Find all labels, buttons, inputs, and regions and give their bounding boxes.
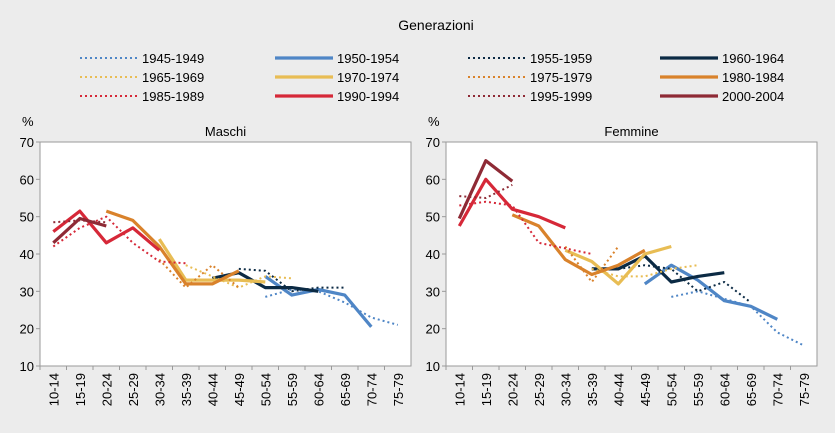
x-tick-label: 50-54 (664, 373, 679, 406)
series-line-1985-1989 (459, 200, 593, 255)
series-line-1990-1994 (52, 209, 161, 252)
x-tick-label: 65-69 (744, 373, 759, 406)
y-tick-label: 70 (20, 135, 34, 150)
x-tick-label: 30-34 (558, 373, 573, 406)
y-tick-label: 10 (20, 359, 34, 374)
legend-entry-2000-2004: 2000-2004 (660, 89, 784, 104)
x-tick-label: 45-49 (232, 373, 247, 406)
x-tick-label: 60-64 (311, 373, 326, 406)
legend-title: Generazioni (398, 17, 474, 33)
series-line-1960-1964 (591, 254, 725, 284)
x-tick-label: 35-39 (585, 373, 600, 406)
x-tick-label: 45-49 (638, 373, 653, 406)
legend-entry-1975-1979: 1975-1979 (468, 70, 592, 85)
plot-area (445, 141, 818, 367)
y-tick-label: 70 (426, 135, 440, 150)
y-tick-label: 30 (20, 284, 34, 299)
x-tick-label: 50-54 (258, 373, 273, 406)
legend-label: 1985-1989 (142, 89, 204, 104)
series-line-1955-1959 (238, 267, 345, 293)
x-tick-label: 15-19 (73, 373, 88, 406)
legend-entry-1985-1989: 1985-1989 (80, 89, 204, 104)
y-tick-label: 20 (20, 322, 34, 337)
y-axis-label: % (22, 114, 34, 129)
x-tick-label: 70-74 (770, 373, 785, 406)
x-tick-label: 65-69 (338, 373, 353, 406)
series-line-1980-1984 (511, 213, 646, 277)
x-tick-label: 60-64 (717, 373, 732, 406)
series-group (52, 209, 399, 328)
x-tick-label: 25-29 (126, 373, 141, 406)
series-line-2000-2004 (52, 216, 107, 244)
legend-label: 1995-1999 (530, 89, 592, 104)
legend-entry-1965-1969: 1965-1969 (80, 70, 204, 85)
legend-entry-1945-1949: 1945-1949 (80, 51, 204, 66)
legend-entry-1970-1974: 1970-1974 (275, 70, 399, 85)
series-line-2000-2004 (457, 159, 514, 220)
series-line-1970-1974 (564, 244, 672, 286)
legend-label: 1980-1984 (722, 70, 784, 85)
y-tick-label: 50 (426, 210, 440, 225)
y-tick-label: 60 (426, 172, 440, 187)
legend-label: 1955-1959 (530, 51, 592, 66)
y-axis-label: % (428, 114, 440, 129)
x-tick-label: 70-74 (364, 373, 379, 406)
legend-label: 1975-1979 (530, 70, 592, 85)
x-tick-label: 15-19 (479, 373, 494, 406)
series-line-1950-1954 (643, 263, 779, 321)
x-tick-label: 55-59 (691, 373, 706, 406)
x-tick-label: 30-34 (152, 373, 167, 406)
series-line-1990-1994 (457, 177, 566, 230)
legend-entry-1960-1964: 1960-1964 (660, 51, 784, 66)
x-tick-label: 40-44 (205, 373, 220, 406)
legend-entry-1995-1999: 1995-1999 (468, 89, 592, 104)
series-line-1965-1969 (185, 264, 292, 289)
series-line-1970-1974 (157, 238, 266, 284)
x-tick-label: 40-44 (611, 373, 626, 406)
x-tick-label: 35-39 (179, 373, 194, 406)
legend-label: 1960-1964 (722, 51, 784, 66)
y-tick-label: 50 (20, 210, 34, 225)
legend-label: 2000-2004 (722, 89, 784, 104)
panel-title: Maschi (205, 124, 246, 139)
x-tick-label: 25-29 (532, 373, 547, 406)
y-tick-label: 30 (426, 284, 440, 299)
series-line-1995-1999 (459, 184, 513, 199)
x-tick-label: 10-14 (452, 373, 467, 406)
x-tick-label: 10-14 (46, 373, 61, 406)
y-tick-label: 20 (426, 322, 440, 337)
plot-area (39, 141, 412, 367)
y-tick-label: 60 (20, 172, 34, 187)
legend-label: 1965-1969 (142, 70, 204, 85)
x-tick-label: 75-79 (797, 373, 812, 406)
panel-maschi: Maschi% 10 20 30 40 50 60 70 10-14 15-19 20-24 25-2… (20, 114, 412, 406)
panel-title: Femmine (604, 124, 658, 139)
series-line-1965-1969 (591, 264, 698, 278)
series-line-1985-1989 (52, 215, 186, 265)
legend-label: 1950-1954 (337, 51, 399, 66)
legend-label: 1945-1949 (142, 51, 204, 66)
y-tick-label: 40 (20, 247, 34, 262)
x-tick-label: 20-24 (99, 373, 114, 406)
legend-entry-1980-1984: 1980-1984 (660, 70, 784, 85)
y-tick-label: 10 (426, 359, 440, 374)
series-line-1980-1984 (105, 209, 240, 286)
legend-label: 1970-1974 (337, 70, 399, 85)
x-tick-label: 55-59 (285, 373, 300, 406)
x-tick-label: 20-24 (505, 373, 520, 406)
legend-entry-1950-1954: 1950-1954 (275, 51, 399, 66)
panel-femmine: Femmine% 10 20 30 40 50 60 70 10-14 15-19 20-24 25-… (426, 114, 818, 406)
legend: 1945-1949 1950-1954 1955-1959 1960-1964 1965… (80, 51, 784, 104)
x-tick-label: 75-79 (391, 373, 406, 406)
legend-entry-1990-1994: 1990-1994 (275, 89, 399, 104)
y-tick-label: 40 (426, 247, 440, 262)
series-group (457, 159, 805, 347)
legend-entry-1955-1959: 1955-1959 (468, 51, 592, 66)
legend-label: 1990-1994 (337, 89, 399, 104)
